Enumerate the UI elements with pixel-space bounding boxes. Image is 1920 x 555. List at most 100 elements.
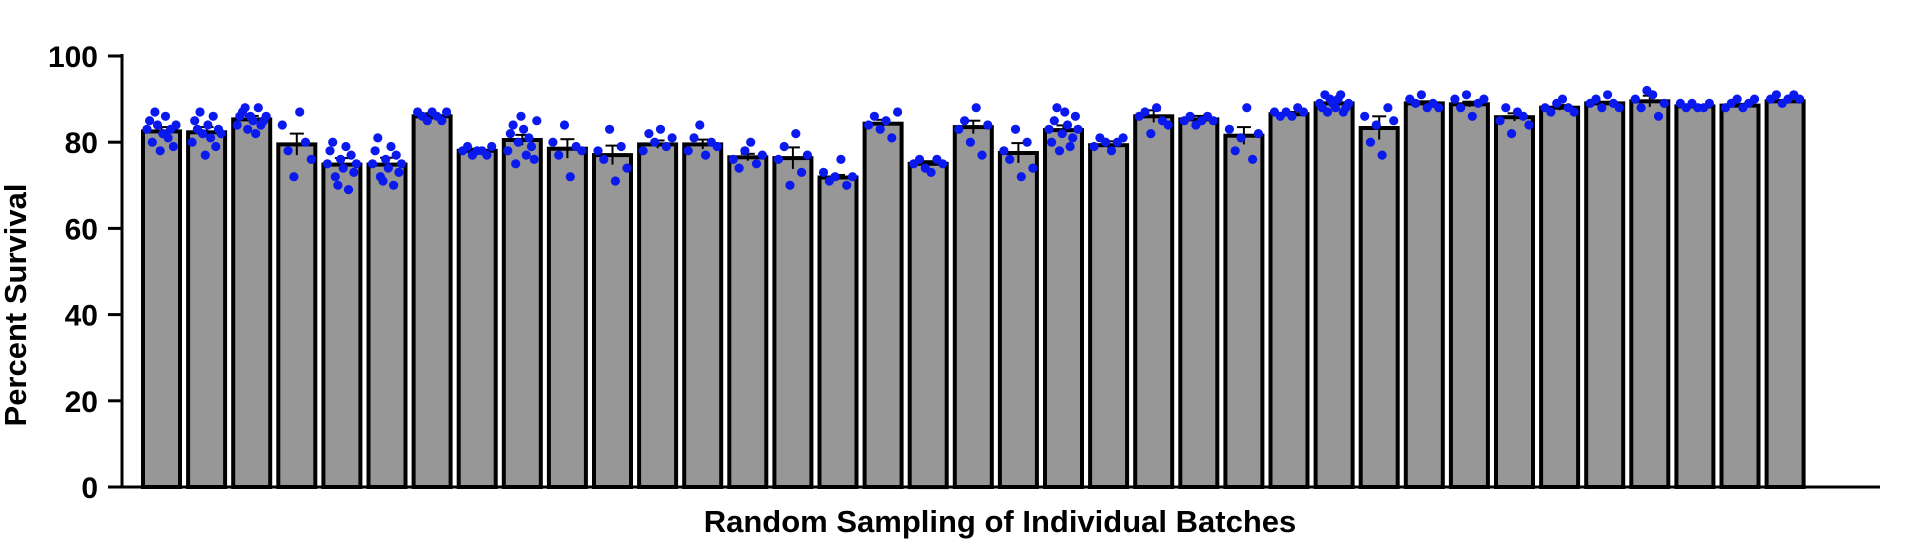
data-point (1495, 116, 1505, 126)
data-point (171, 120, 181, 130)
data-point (1163, 120, 1173, 130)
data-point (791, 129, 801, 139)
data-point (190, 116, 200, 126)
data-point (248, 116, 258, 126)
data-point (661, 141, 671, 152)
data-point (842, 180, 852, 190)
data-point (1052, 103, 1062, 113)
data-point (1068, 133, 1078, 143)
data-point (150, 107, 160, 117)
data-point (655, 124, 666, 134)
data-point (300, 137, 311, 147)
data-point (1732, 94, 1742, 104)
bar (592, 153, 633, 489)
bar (231, 117, 273, 490)
data-point (1146, 129, 1156, 139)
bar (1268, 112, 1310, 489)
data-point (1360, 111, 1370, 121)
data-point (394, 167, 404, 177)
data-point (325, 146, 335, 156)
data-point (1456, 103, 1466, 113)
data-point (346, 150, 356, 160)
data-point (508, 120, 518, 130)
data-point (926, 167, 936, 177)
data-point (1005, 154, 1015, 164)
y-tick-label: 80 (65, 127, 98, 160)
data-point (1479, 94, 1489, 104)
data-point (519, 124, 529, 134)
bar (637, 142, 679, 489)
data-point (200, 150, 210, 160)
y-tick-label: 0 (81, 472, 98, 505)
data-point (1603, 90, 1613, 100)
bar (501, 138, 543, 489)
data-point (381, 154, 391, 164)
data-point (1365, 137, 1376, 147)
data-point (1591, 94, 1601, 104)
data-point (1653, 111, 1664, 121)
data-point (757, 150, 767, 160)
data-point (751, 159, 762, 169)
data-point (1383, 103, 1393, 113)
bar (1494, 115, 1535, 489)
data-point (1450, 94, 1460, 104)
data-point (513, 137, 523, 147)
data-point (740, 146, 750, 156)
data-point (1016, 172, 1026, 182)
data-point (142, 124, 152, 134)
data-point (650, 137, 660, 147)
bars-layer (141, 99, 1806, 490)
data-point (383, 163, 393, 173)
bar (772, 156, 814, 489)
bar (411, 114, 453, 490)
data-point (1467, 111, 1477, 121)
data-point (389, 180, 399, 190)
data-point (773, 154, 784, 164)
data-point (516, 111, 526, 121)
data-point (277, 120, 287, 130)
data-point (554, 150, 564, 160)
data-point (1065, 141, 1075, 152)
data-point (1330, 103, 1340, 113)
data-point (1057, 129, 1067, 139)
data-point (367, 159, 378, 169)
data-point (1224, 124, 1234, 134)
data-point (577, 146, 587, 156)
data-point (211, 141, 221, 152)
data-point (341, 141, 351, 152)
data-points-layer (142, 85, 1805, 195)
data-point (593, 146, 603, 156)
data-point (391, 150, 401, 160)
data-point (1648, 90, 1658, 100)
data-point (836, 154, 846, 164)
data-point (386, 141, 396, 152)
data-point (599, 154, 609, 164)
data-point (1287, 111, 1297, 121)
data-point (208, 111, 218, 121)
data-point (667, 133, 677, 143)
data-point (1054, 146, 1065, 156)
data-point (1060, 107, 1070, 117)
x-axis-title: Random Sampling of Individual Batches (704, 504, 1297, 539)
data-point (524, 133, 534, 143)
data-point (1073, 124, 1083, 134)
bar (1403, 101, 1445, 490)
data-point (1518, 111, 1528, 121)
data-point (240, 103, 250, 113)
data-point (1501, 103, 1511, 113)
data-point (1118, 133, 1128, 143)
data-point (605, 124, 615, 134)
bar (1133, 114, 1175, 490)
data-point (610, 176, 621, 186)
data-point (168, 141, 178, 152)
data-point (422, 116, 432, 126)
data-point (1028, 163, 1038, 173)
data-point (802, 150, 813, 160)
data-point (251, 129, 261, 139)
data-point (1704, 98, 1714, 108)
data-point (1022, 137, 1032, 147)
y-tick-label: 60 (65, 213, 98, 246)
data-point (971, 103, 981, 113)
data-point (1298, 107, 1309, 117)
data-point (683, 146, 693, 156)
